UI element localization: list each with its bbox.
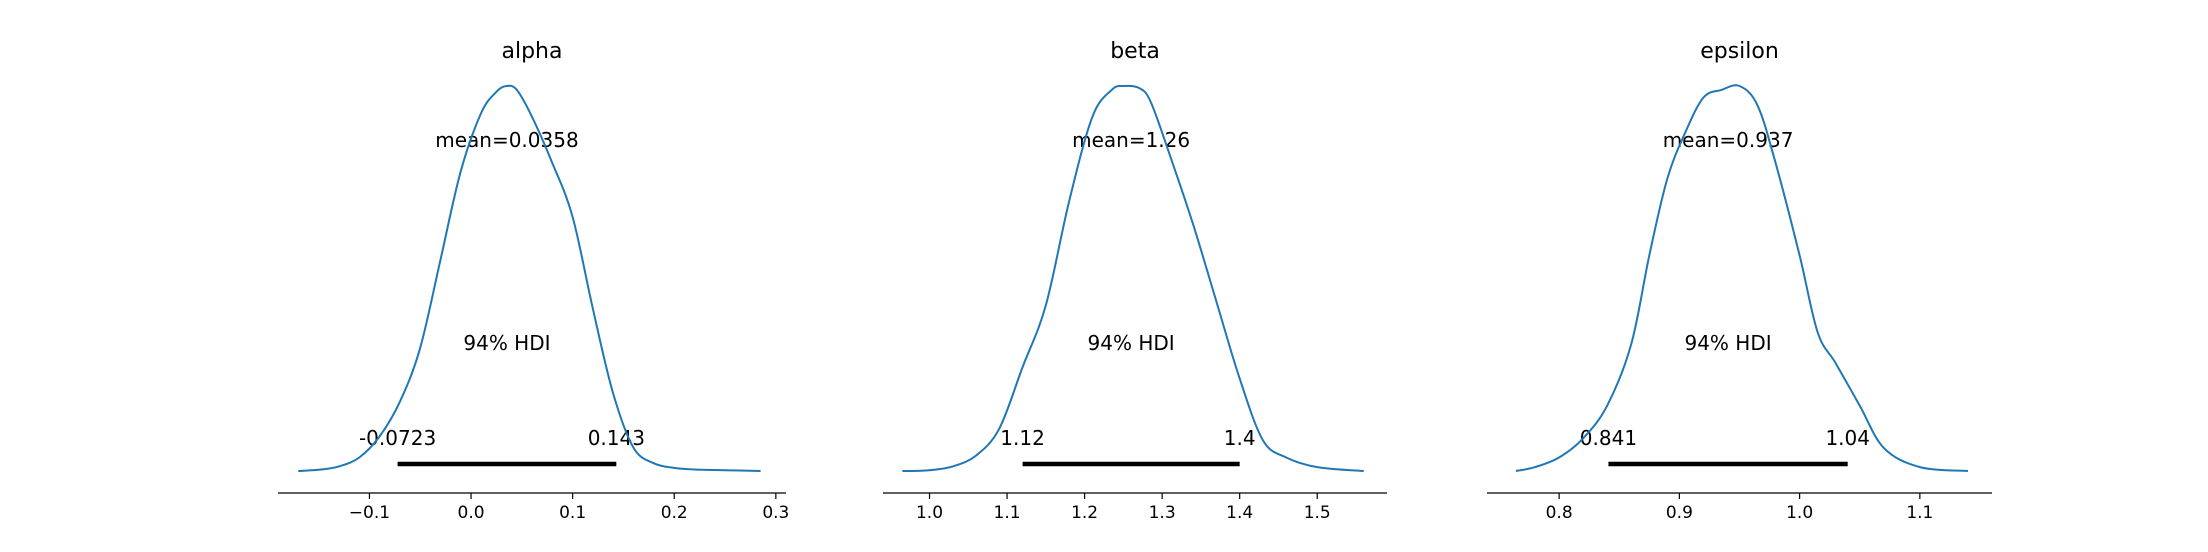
x-tick-label: 1.3 [1149, 503, 1176, 523]
x-tick-label: −0.1 [349, 503, 390, 523]
x-tick-label: 0.0 [458, 503, 485, 523]
hdi-high-label: 1.04 [1825, 426, 1870, 450]
x-tick-label: 1.0 [1786, 503, 1813, 523]
hdi-label: 94% HDI [1088, 331, 1175, 355]
density-curve [1515, 84, 1969, 472]
hdi-label: 94% HDI [463, 331, 550, 355]
x-tick-label: 0.2 [661, 503, 688, 523]
x-tick-label: 1.5 [1304, 503, 1331, 523]
hdi-high-label: 0.143 [588, 426, 645, 450]
x-tick-label: 1.1 [1906, 503, 1933, 523]
x-tick-label: 0.9 [1666, 503, 1693, 523]
x-tick-label: 0.8 [1546, 503, 1573, 523]
hdi-high-label: 1.4 [1224, 426, 1256, 450]
panel-title: beta [1110, 39, 1160, 64]
panel-epsilon: epsilon mean=0.937 94% HDI 0.841 1.04 0.… [1487, 39, 1992, 523]
panel-title: alpha [502, 39, 563, 64]
x-tick-label: 1.2 [1071, 503, 1098, 523]
density-curve [902, 84, 1364, 472]
mean-label: mean=0.0358 [435, 128, 578, 152]
mean-label: mean=1.26 [1072, 128, 1190, 152]
x-tick-label: 1.4 [1226, 503, 1253, 523]
hdi-low-label: 0.841 [1580, 426, 1637, 450]
hdi-label: 94% HDI [1684, 331, 1771, 355]
hdi-low-label: 1.12 [1000, 426, 1045, 450]
x-tick-label: 0.1 [559, 503, 586, 523]
panel-alpha: alpha mean=0.0358 94% HDI -0.0723 0.143 … [278, 39, 789, 523]
x-tick-label: 1.1 [994, 503, 1021, 523]
x-tick-label: 0.3 [762, 503, 789, 523]
x-tick-label: 1.0 [916, 503, 943, 523]
panel-title: epsilon [1700, 39, 1779, 64]
panel-beta: beta mean=1.26 94% HDI 1.12 1.4 1.0 1.1 1.… [883, 39, 1387, 523]
density-curve [298, 84, 761, 472]
